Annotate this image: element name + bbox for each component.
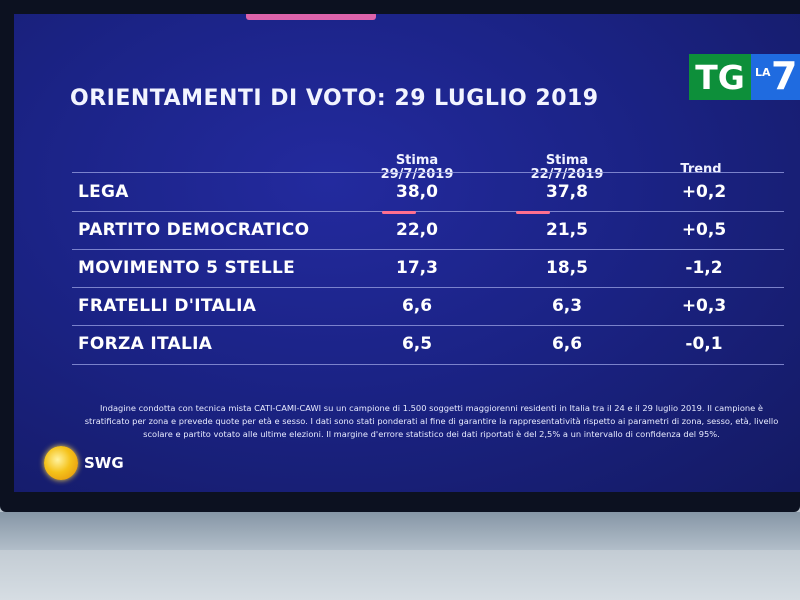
swg-logo-text: SWG — [84, 454, 124, 472]
column-header-previous-date: 22/7/2019 — [530, 167, 604, 182]
globe-icon — [44, 446, 78, 480]
logo-la7-mark: LA 7 — [751, 54, 800, 100]
logo-tg-mark: TG — [689, 54, 751, 100]
methodology-footnote: Indagine condotta con tecnica mista CATI… — [64, 402, 799, 441]
table-rule — [72, 211, 784, 212]
estimate-previous: 6,3 — [551, 296, 583, 316]
estimate-previous: 37,8 — [546, 182, 588, 202]
footnote-line: scolare e partito votato alle ultime ele… — [143, 429, 720, 439]
party-label: MOVIMENTO 5 STELLE — [78, 258, 295, 278]
party-label: FORZA ITALIA — [78, 334, 213, 354]
highlight-mark — [382, 211, 416, 214]
estimate-current: 6,5 — [401, 334, 433, 354]
trend-value: -0,1 — [685, 334, 723, 354]
estimate-current: 17,3 — [396, 258, 438, 278]
estimate-previous: 18,5 — [546, 258, 588, 278]
column-header-current-label: Stima — [395, 153, 439, 168]
highlight-mark — [516, 211, 550, 214]
swg-logo: SWG — [44, 446, 124, 480]
tg-la7-logo: TG LA 7 — [689, 54, 800, 100]
table-rule — [72, 287, 784, 288]
tv-stand — [0, 512, 800, 552]
estimate-previous: 6,6 — [551, 334, 583, 354]
table-rule — [72, 325, 784, 326]
footnote-line: Indagine condotta con tecnica mista CATI… — [99, 403, 764, 413]
column-header-previous: Stima 22/7/2019 — [522, 154, 612, 182]
floor-background — [0, 550, 800, 600]
party-label: PARTITO DEMOCRATICO — [78, 220, 310, 240]
column-header-trend: Trend — [680, 162, 722, 177]
column-header-current-date: 29/7/2019 — [380, 167, 454, 182]
estimate-previous: 21,5 — [546, 220, 588, 240]
column-header-current: Stima 29/7/2019 — [372, 154, 462, 182]
logo-la-text: LA — [755, 66, 771, 79]
page-title: ORIENTAMENTI DI VOTO: 29 LUGLIO 2019 — [70, 86, 599, 111]
estimate-current: 38,0 — [396, 182, 438, 202]
tv-screen: ORIENTAMENTI DI VOTO: 29 LUGLIO 2019 TG … — [14, 14, 800, 492]
logo-seven-text: 7 — [771, 54, 798, 98]
table-rule — [72, 172, 784, 173]
trend-value: +0,2 — [681, 182, 727, 202]
estimate-current: 22,0 — [396, 220, 438, 240]
trend-value: +0,5 — [681, 220, 727, 240]
screen-glare — [246, 14, 376, 20]
trend-value: +0,3 — [681, 296, 727, 316]
tv-bezel: ORIENTAMENTI DI VOTO: 29 LUGLIO 2019 TG … — [0, 0, 800, 512]
table-rule — [72, 364, 784, 365]
trend-value: -1,2 — [685, 258, 723, 278]
column-header-previous-label: Stima — [545, 153, 589, 168]
party-label: FRATELLI D'ITALIA — [78, 296, 257, 316]
estimate-current: 6,6 — [401, 296, 433, 316]
table-rule — [72, 249, 784, 250]
footnote-line: stratificato per zona e prevede quote pe… — [84, 416, 779, 426]
party-label: LEGA — [78, 182, 129, 202]
